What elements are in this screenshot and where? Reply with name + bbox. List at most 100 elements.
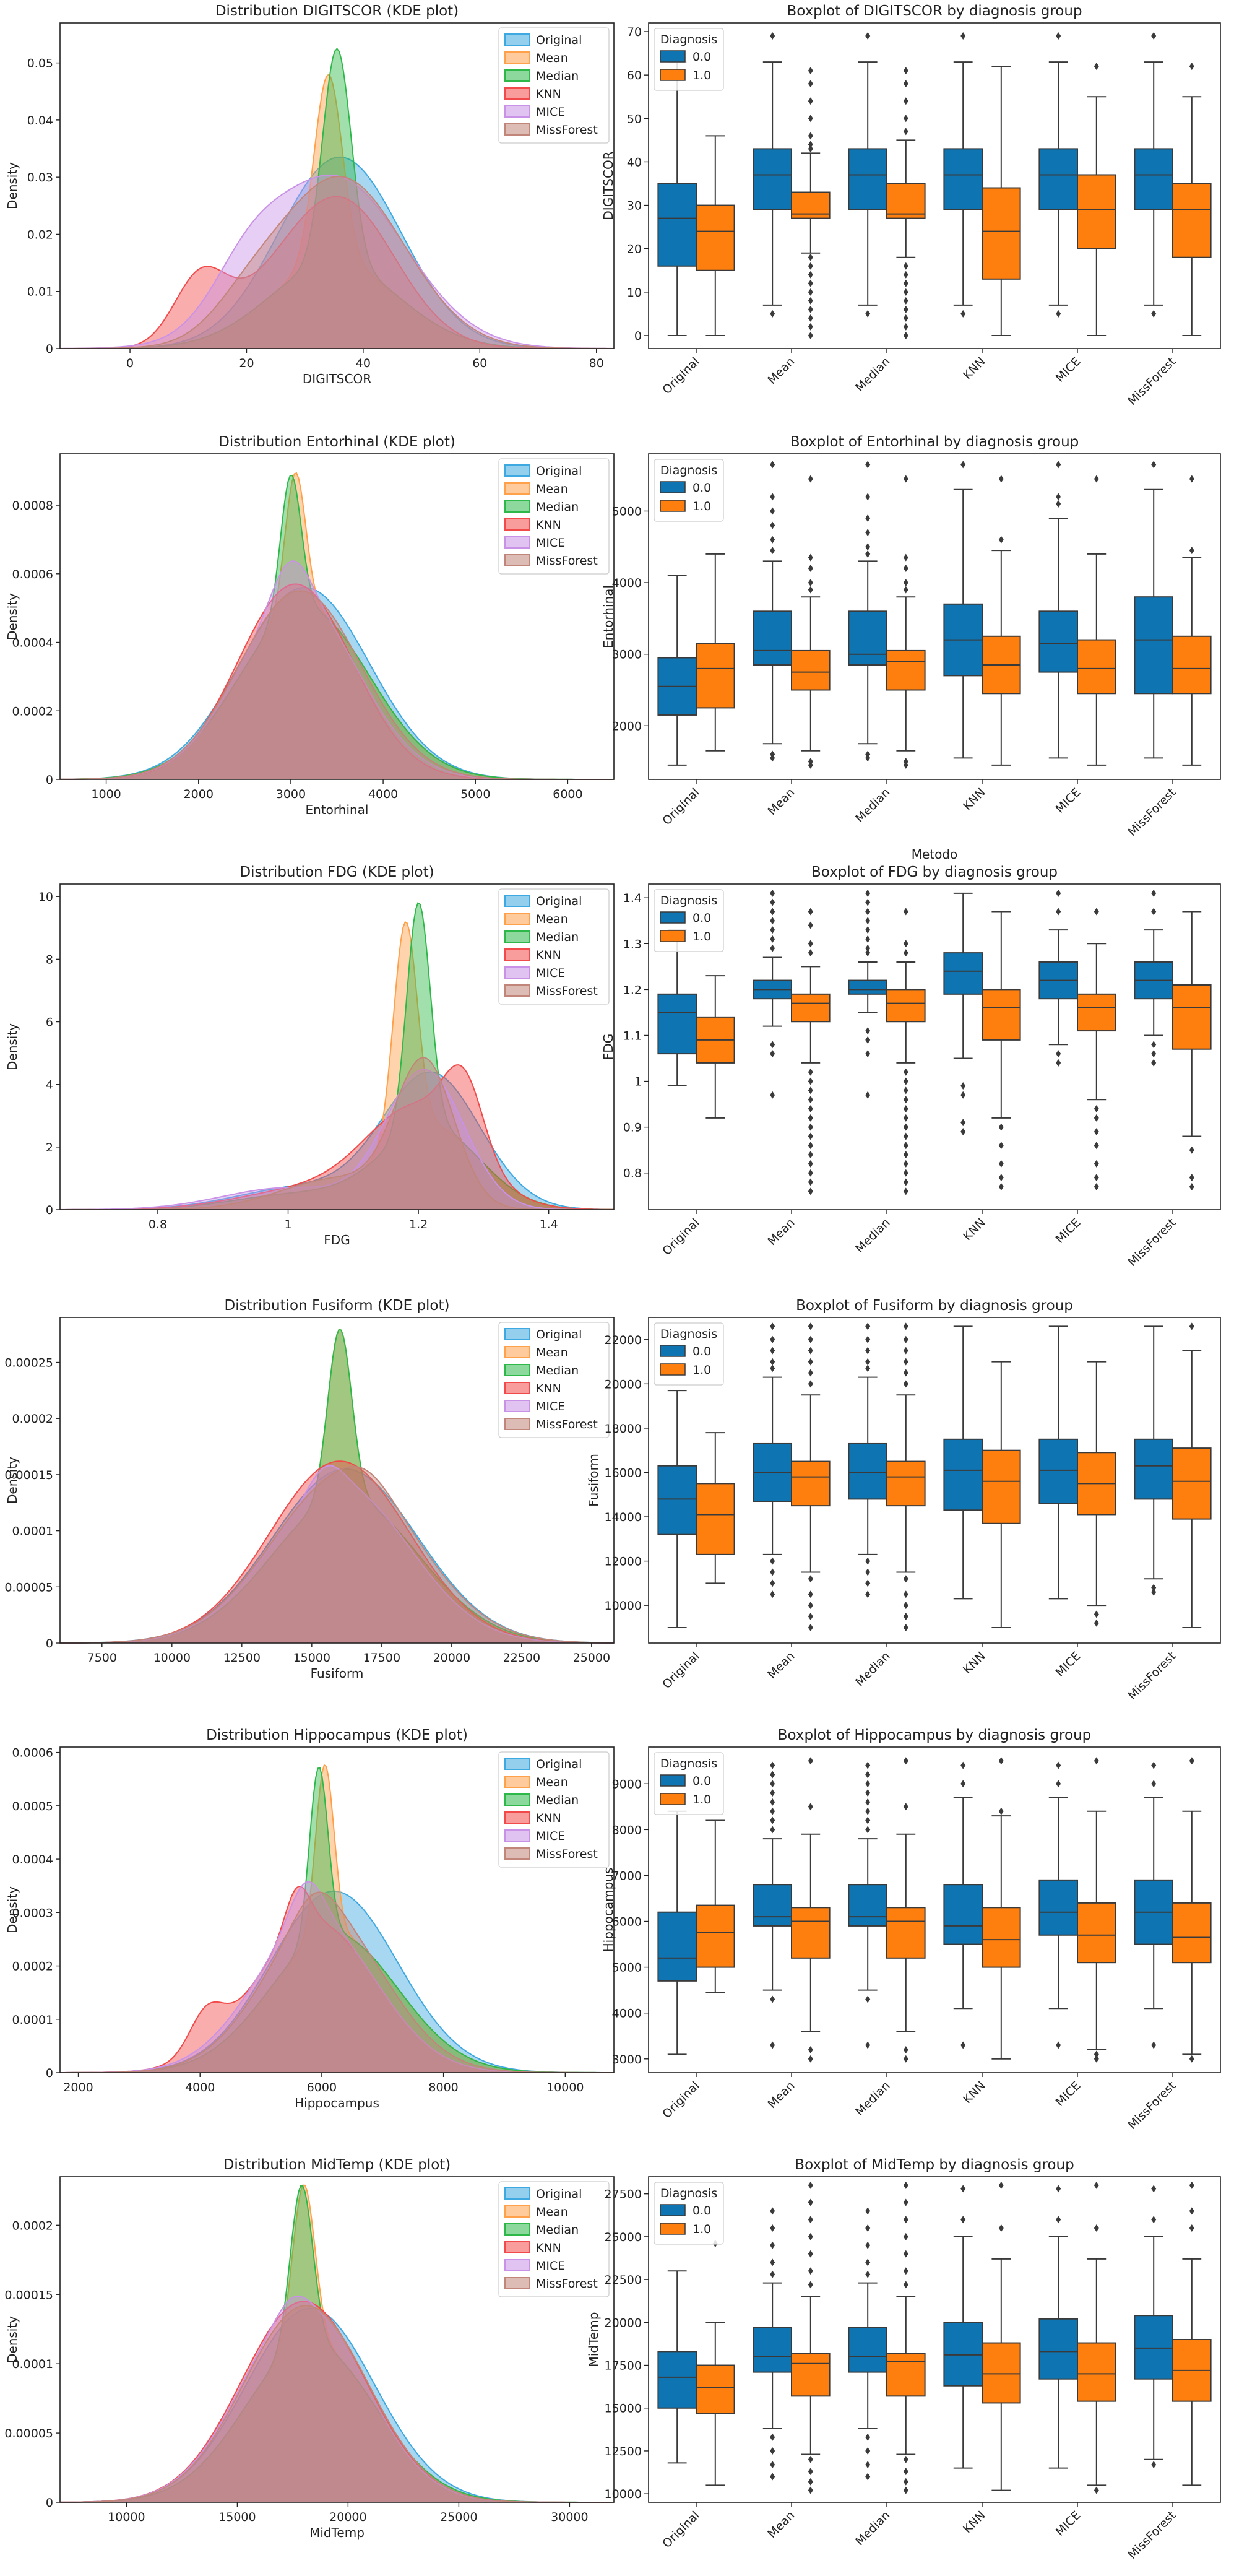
kde-legend-label: MissForest xyxy=(536,123,598,137)
box-outlier xyxy=(808,586,813,594)
box-missforest-0.0 xyxy=(1134,2185,1174,2469)
box-outlier xyxy=(998,1807,1004,1815)
kde-chart-hippocampus: Distribution Hippocampus (KDE plot) 2000 4… xyxy=(5,1727,615,2110)
kde-ylabel: Density xyxy=(5,1886,20,1933)
box-knn-1.0 xyxy=(982,1361,1021,1628)
kde-xtick-label: 17500 xyxy=(363,1651,400,1665)
box-frame xyxy=(648,1317,1221,1644)
box-mice-0.0 xyxy=(1038,2185,1079,2469)
box-ytick-label: 3000 xyxy=(612,648,642,662)
box-legend-swatch xyxy=(660,911,686,924)
kde-legend-swatch xyxy=(504,464,530,477)
box-chart-digitscor: Boxplot of DIGITSCOR by diagnosis group O… xyxy=(601,3,1221,408)
box-outlier xyxy=(808,921,813,929)
box-frame xyxy=(648,1746,1221,2073)
box-xtick-label: MICE xyxy=(1053,355,1084,385)
box-outlier xyxy=(770,889,775,897)
kde-legend-swatch xyxy=(504,33,530,46)
box-median-1.0 xyxy=(886,908,926,1195)
box-outlier xyxy=(865,2433,871,2441)
box-outlier xyxy=(770,1590,775,1598)
box-outlier xyxy=(903,2055,908,2063)
box-iqr xyxy=(886,1460,926,1507)
box-iqr xyxy=(1134,596,1174,695)
kde-legend-label: Original xyxy=(536,895,582,908)
kde-ytick-label: 0.0001 xyxy=(12,2013,53,2027)
kde-legend-label: Original xyxy=(536,33,582,47)
box-iqr xyxy=(753,2327,793,2373)
box-outlier xyxy=(770,1050,775,1058)
kde-xtick-label: 6000 xyxy=(307,2081,337,2094)
box-outlier xyxy=(770,461,775,469)
box-mean-1.0 xyxy=(791,475,831,769)
box-outlier xyxy=(998,1174,1004,1182)
kde-line-missforest xyxy=(60,1891,614,2073)
box-outlier xyxy=(808,1803,813,1811)
box-mice-1.0 xyxy=(1077,63,1116,336)
kde-ytick-label: 0.0002 xyxy=(12,1960,53,1974)
box-ytick-label: 22000 xyxy=(605,1334,642,1347)
box-original-1.0 xyxy=(696,2239,735,2486)
kde-area-missforest xyxy=(60,1466,614,1643)
box-iqr xyxy=(1038,610,1079,673)
kde-legend-swatch xyxy=(504,500,530,513)
box-outlier xyxy=(903,331,908,339)
box-iqr xyxy=(657,993,697,1055)
box-missforest-0.0 xyxy=(1134,1325,1174,1596)
box-legend-title: Diagnosis xyxy=(660,1757,717,1771)
kde-legend-swatch xyxy=(504,554,530,566)
box-outlier xyxy=(903,80,908,88)
box-outlier xyxy=(960,1761,966,1769)
box-mice-0.0 xyxy=(1038,461,1079,759)
box-outlier xyxy=(960,2185,966,2193)
box-median-0.0 xyxy=(848,2207,888,2481)
box-iqr xyxy=(753,610,793,666)
box-legend-label: 1.0 xyxy=(693,2223,711,2236)
box-xtick-label: Median xyxy=(853,355,892,394)
box-mice-0.0 xyxy=(1038,32,1079,318)
box-legend-swatch xyxy=(660,1345,686,1357)
kde-line-knn xyxy=(60,196,614,349)
kde-ytick-label: 0.0005 xyxy=(12,1800,53,1813)
box-iqr xyxy=(1077,2342,1116,2402)
box-mean-0.0 xyxy=(753,2207,793,2481)
box-outlier xyxy=(1094,908,1099,916)
box-outlier xyxy=(808,1151,813,1159)
box-outlier xyxy=(903,949,908,957)
box-xtick-label: Median xyxy=(853,1649,892,1689)
kde-ytick-label: 0.0001 xyxy=(12,2357,53,2371)
box-missforest-0.0 xyxy=(1134,889,1174,1067)
box-iqr xyxy=(886,183,926,219)
kde-legend-swatch xyxy=(504,69,530,82)
box-iqr xyxy=(696,1483,735,1555)
box-ytick-label: 1.4 xyxy=(623,891,642,905)
box-outlier xyxy=(1151,32,1157,40)
box-outlier xyxy=(903,2468,908,2476)
box-outlier xyxy=(770,493,775,501)
box-outlier xyxy=(808,314,813,322)
box-outlier xyxy=(998,536,1004,544)
box-outlier xyxy=(903,2198,908,2206)
box-original-0.0 xyxy=(657,1810,697,2055)
kde-legend-swatch xyxy=(504,984,530,997)
kde-ylabel: Density xyxy=(5,593,20,640)
kde-legend-swatch xyxy=(504,930,530,943)
kde-title: Distribution Fusiform (KDE plot) xyxy=(224,1298,449,1314)
box-legend-label: 1.0 xyxy=(693,1793,711,1806)
box-legend-label: 0.0 xyxy=(693,1774,711,1788)
box-iqr xyxy=(1172,183,1212,258)
box-ytick-label: 25000 xyxy=(605,2231,642,2244)
box-outlier xyxy=(903,553,908,562)
kde-legend-swatch xyxy=(504,1418,530,1430)
box-outlier xyxy=(808,1086,813,1095)
box-outlier xyxy=(865,1771,871,1779)
kde-xtick-label: 0.8 xyxy=(149,1218,167,1231)
box-outlier xyxy=(903,579,908,587)
box-mice-1.0 xyxy=(1077,2181,1116,2494)
kde-legend-swatch xyxy=(504,2241,530,2253)
kde-xtick-label: 10000 xyxy=(108,2510,145,2524)
kde-ytick-label: 6 xyxy=(46,1016,53,1030)
box-outlier xyxy=(1056,2216,1061,2224)
box-missforest-0.0 xyxy=(1134,461,1174,759)
kde-legend-label: Median xyxy=(536,2223,579,2237)
